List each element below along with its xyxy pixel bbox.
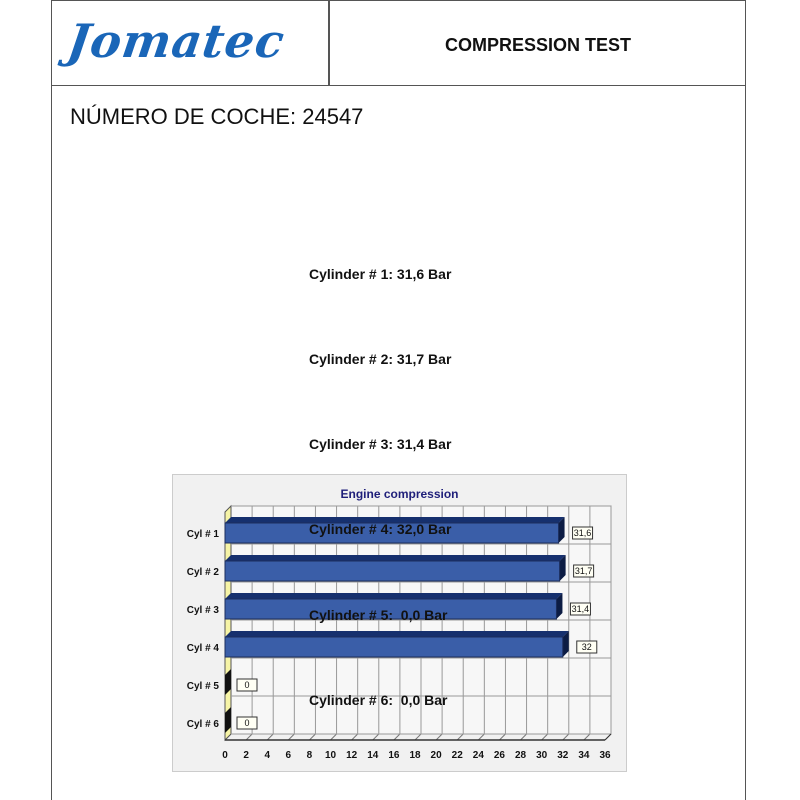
x-tick-label: 36 (599, 750, 611, 761)
data-label-box (236, 716, 258, 730)
bar-top (225, 631, 569, 637)
bar-top (225, 593, 563, 599)
data-label-box (569, 602, 591, 616)
x-tick-label: 6 (286, 750, 292, 761)
y-tick-label: Cyl # 4 (187, 643, 220, 654)
y-tick-label: Cyl # 2 (187, 567, 220, 578)
floor-line (287, 733, 295, 741)
x-tick-label: 14 (367, 750, 379, 761)
floor-line (456, 733, 464, 741)
floor-line (245, 733, 253, 741)
x-tick-label: 32 (557, 750, 569, 761)
floor-line (330, 733, 337, 741)
page-frame (51, 0, 746, 800)
header-divider (328, 0, 330, 86)
cylinder-reading: Cylinder # 3: 31,4 Bar (309, 436, 452, 453)
data-label: 31,6 (574, 528, 592, 538)
x-tick-label: 34 (578, 750, 590, 761)
floor-line (414, 733, 422, 741)
x-tick-label: 28 (515, 750, 527, 761)
floor-line (372, 733, 380, 741)
x-tick-label: 10 (325, 750, 337, 761)
data-label-box (576, 640, 598, 654)
bar-side (556, 593, 563, 619)
x-tick-label: 26 (494, 750, 506, 761)
cylinder-reading: Cylinder # 4: 32,0 Bar (309, 521, 452, 538)
logo: Jomatec (64, 14, 289, 68)
bar-zero (225, 669, 231, 695)
bar-side (558, 517, 565, 543)
document-title: COMPRESSION TEST (444, 35, 632, 55)
cylinder-reading: Cylinder # 2: 31,7 Bar (309, 351, 452, 368)
floor-line (583, 733, 591, 741)
floor-line (435, 733, 443, 741)
floor-line (499, 733, 506, 741)
axis-edge (604, 733, 612, 741)
x-tick-label: 18 (409, 750, 421, 761)
x-tick-label: 24 (473, 750, 485, 761)
x-tick-label: 2 (243, 750, 249, 761)
floor-line (477, 733, 485, 741)
data-label: 32 (582, 642, 592, 652)
x-tick-label: 16 (388, 750, 400, 761)
y-tick-label: Cyl # 5 (187, 681, 220, 692)
bar-side (562, 631, 569, 657)
x-tick-label: 30 (536, 750, 548, 761)
cylinder-list: Cylinder # 1: 31,6 Bar Cylinder # 2: 31,… (309, 203, 451, 743)
car-number: NÚMERO DE COCHE: 24547 (70, 104, 364, 129)
bar-zero (225, 707, 231, 733)
y-tick-label: Cyl # 1 (187, 529, 220, 540)
x-tick-label: 22 (452, 750, 464, 761)
header (51, 0, 746, 86)
floor-line (541, 733, 549, 741)
bar (224, 560, 561, 582)
data-label: 0 (244, 718, 249, 728)
data-label: 0 (244, 680, 249, 690)
data-label: 31,4 (572, 604, 590, 614)
data-label-box (572, 526, 594, 540)
bar (224, 522, 560, 544)
x-tick-label: 8 (307, 750, 313, 761)
y-tick-label: Cyl # 6 (187, 719, 220, 730)
y-tick-label: Cyl # 3 (187, 605, 220, 616)
x-tick-label: 4 (264, 750, 270, 761)
floor-line (309, 733, 316, 741)
cylinder-reading: Cylinder # 5: 0,0 Bar (309, 606, 448, 623)
cylinder-reading: Cylinder # 6: 0,0 Bar (309, 691, 448, 708)
floor-line (562, 733, 570, 741)
floor-line (351, 733, 359, 741)
bar (224, 598, 557, 620)
floor-line (393, 733, 401, 741)
x-tick-label: 0 (222, 750, 228, 761)
floor-line (266, 733, 274, 741)
floor-line (520, 733, 527, 741)
data-label: 31,7 (575, 566, 593, 576)
data-label-box (573, 564, 595, 578)
bar (224, 636, 564, 658)
x-tick-label: 20 (431, 750, 443, 761)
data-label-box (236, 678, 258, 692)
bar-top (225, 555, 566, 561)
chart-title: Engine compression (340, 487, 459, 501)
bar-side (559, 555, 566, 581)
x-tick-label: 12 (346, 750, 358, 761)
cylinder-reading: Cylinder # 1: 31,6 Bar (309, 265, 452, 282)
bar-top (225, 517, 565, 523)
